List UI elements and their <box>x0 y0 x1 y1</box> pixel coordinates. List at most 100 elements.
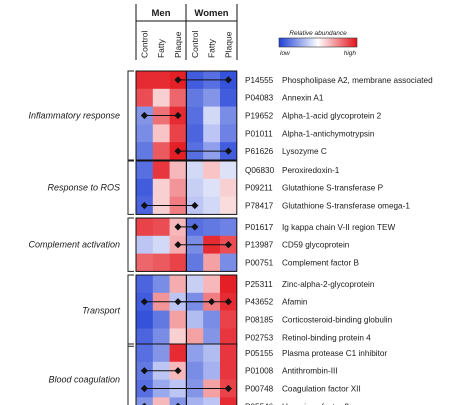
heatmap-group: Inflammatory response P14555 Phospholipase… <box>28 70 433 161</box>
protein-name: Phospholipase A2, membrane associated <box>282 76 433 85</box>
protein-name: Alpha-1-antichymotrypsin <box>282 129 375 138</box>
heatmap-cell <box>203 196 221 215</box>
heatmap-cell <box>136 142 154 161</box>
column-label: Fatty <box>156 38 166 58</box>
heatmap-cell <box>152 310 170 329</box>
group-bracket <box>127 160 134 215</box>
heatmap-group: Response to ROS Q06830 Peroxiredoxin-1 P092… <box>47 160 410 215</box>
heatmap-cell <box>186 344 204 363</box>
heatmap-cell <box>136 235 154 254</box>
protein-id: P25311 <box>245 280 273 289</box>
protein-id: P02753 <box>245 333 274 342</box>
protein-id: P01617 <box>245 223 274 232</box>
protein-id: P01011 <box>245 129 273 138</box>
group-bracket <box>127 343 134 405</box>
heatmap-cell <box>186 88 204 107</box>
protein-name: Coagulation factor XII <box>282 385 361 394</box>
heatmap-cell <box>136 344 154 363</box>
heatmap-cell <box>136 178 154 197</box>
heatmap-cell <box>203 161 221 180</box>
heatmap-cell <box>203 310 221 329</box>
heatmap-cell <box>169 124 187 143</box>
legend-title: Relative abundance <box>289 30 347 37</box>
legend-gradient-bar <box>278 37 358 48</box>
protein-name: Glutathione S-transferase omega-1 <box>282 202 410 211</box>
group-label: Inflammatory response <box>28 111 120 121</box>
protein-name: Peroxiredoxin-1 <box>282 166 340 175</box>
column-label: Fatty <box>207 38 217 58</box>
heatmap-cell <box>186 275 204 294</box>
heatmap-cell <box>136 310 154 329</box>
protein-id: Q06830 <box>245 166 275 175</box>
protein-name: Lysozyme C <box>282 147 327 156</box>
significance-marker <box>224 76 232 84</box>
heatmap-cell <box>186 124 204 143</box>
heatmap-cell <box>136 71 154 90</box>
protein-name: Plasma protease C1 inhibitor <box>282 349 387 358</box>
heatmap-cell <box>152 328 170 347</box>
protein-name: Alpha-1-acid glycoprotein 2 <box>282 112 382 121</box>
heatmap-cell <box>203 253 221 272</box>
heatmap-group: Complement activation P01617 Ig kappa chai… <box>28 217 395 272</box>
protein-name: Heparin cofactor 2 <box>282 402 349 405</box>
protein-id: P04083 <box>245 94 274 103</box>
heatmap-cell <box>203 361 221 380</box>
heatmap-cell <box>169 161 187 180</box>
column-labels: Control Fatty Plaque Control Fatty Plaque <box>139 30 233 58</box>
heatmap-cell <box>136 88 154 107</box>
significance-marker <box>224 384 232 393</box>
heatmap-cell <box>169 275 187 294</box>
heatmap-cell <box>152 253 170 272</box>
significance-marker <box>140 384 148 393</box>
heatmap-cell <box>136 275 154 294</box>
protein-name: CD59 glycoprotein <box>282 241 350 250</box>
significance-marker <box>140 201 148 210</box>
heatmap-cell <box>186 161 204 180</box>
group-bracket <box>127 70 134 161</box>
heatmap-cell <box>152 178 170 197</box>
sex-label-men: Men <box>152 8 171 19</box>
heatmap-cell <box>152 88 170 107</box>
heatmap-cell <box>136 218 154 237</box>
protein-id: P09211 <box>245 184 273 193</box>
protein-id: P00748 <box>245 385 274 394</box>
heatmap-cell <box>186 310 204 329</box>
heatmap-cell <box>203 397 221 405</box>
protein-id: P19652 <box>245 112 274 121</box>
heatmap-cell <box>186 397 204 405</box>
heatmap-cell <box>152 161 170 180</box>
heatmap-cell <box>220 253 238 272</box>
heatmap-cell <box>169 328 187 347</box>
significance-marker <box>224 298 232 306</box>
heatmap-cell <box>136 124 154 143</box>
heatmap-cell <box>152 275 170 294</box>
heatmap-cell <box>220 161 238 180</box>
column-header: Men Women Control Fatty Plaque Control Fatty… <box>135 4 238 60</box>
heatmap-cell <box>220 88 238 107</box>
heatmap-cell <box>203 218 221 237</box>
heatmap-cell <box>152 142 170 161</box>
heatmap-cell <box>152 218 170 237</box>
significance-marker <box>174 298 182 306</box>
significance-marker <box>174 76 182 84</box>
significance-marker <box>174 241 182 249</box>
significance-marker <box>224 147 232 155</box>
significance-marker <box>174 223 182 231</box>
heatmap-cell <box>220 218 238 237</box>
group-label: Complement activation <box>28 240 120 250</box>
heatmap-cell <box>220 397 238 405</box>
heatmap-cell <box>186 361 204 380</box>
heatmap-cell <box>203 88 221 107</box>
protein-id: P01008 <box>245 367 274 376</box>
protein-id: P61626 <box>245 147 274 156</box>
group-label: Blood coagulation <box>48 375 120 385</box>
heatmap-cell <box>220 196 238 215</box>
heatmap-groups: Inflammatory response P14555 Phospholipase… <box>28 70 433 405</box>
heatmap-cell <box>203 344 221 363</box>
significance-marker <box>142 402 147 405</box>
group-label: Transport <box>82 306 120 316</box>
heatmap-cell <box>169 310 187 329</box>
protein-id: P00751 <box>245 259 274 268</box>
heatmap-cell <box>136 253 154 272</box>
